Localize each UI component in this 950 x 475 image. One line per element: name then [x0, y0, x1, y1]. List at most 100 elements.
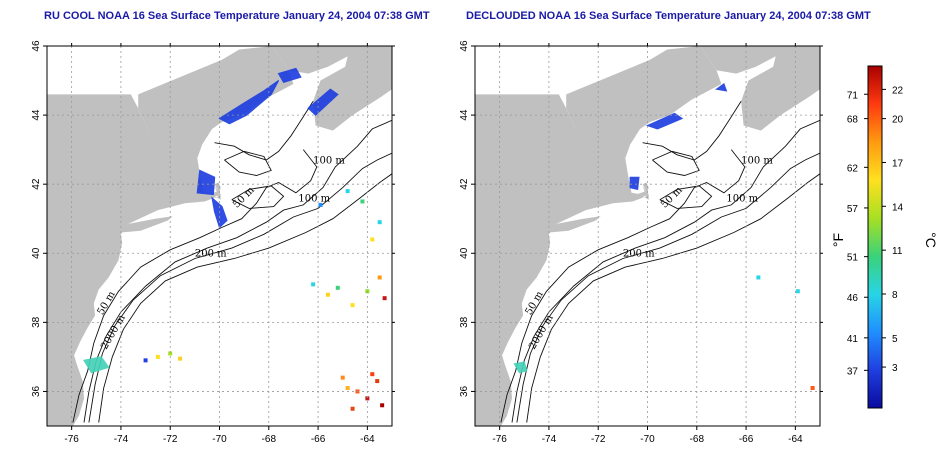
declouded-contour-gulf_maine	[642, 101, 742, 161]
raw-sst-pixel	[365, 396, 370, 401]
celsius-tick-label: 17	[892, 158, 904, 169]
right-map-title: DECLOUDED NOAA 16 Sea Surface Temperatur…	[466, 10, 871, 22]
raw-contour-c2000	[98, 173, 392, 423]
colorbar	[867, 65, 883, 409]
celsius-tick-label: 14	[892, 202, 904, 213]
celsius-tick-label: 11	[892, 246, 903, 257]
declouded-lon-tick-label: -74	[542, 434, 557, 445]
fahrenheit-tick-label: 41	[847, 334, 859, 345]
celsius-tick-label: 5	[892, 334, 898, 345]
raw-sst-pixel	[335, 285, 340, 290]
raw-land-novascotia	[313, 46, 392, 131]
fahrenheit-tick-label: 46	[847, 293, 859, 304]
declouded-sst-patch	[714, 83, 728, 92]
declouded-contour-basin	[652, 150, 700, 176]
declouded-land-novascotia	[741, 46, 820, 131]
declouded-contour-c200	[516, 152, 820, 423]
raw-contour-basin	[224, 150, 272, 176]
raw-sst-pixel	[375, 379, 380, 384]
raw-lon-tick-label: -74	[114, 434, 129, 445]
declouded-contour-label: 100 m	[726, 193, 758, 204]
fahrenheit-tick-label: 71	[847, 90, 859, 101]
raw-sst-patch	[218, 80, 280, 125]
raw-land-longisland	[120, 216, 173, 233]
raw-sst-pixel	[345, 386, 350, 390]
fahrenheit-tick-label: 57	[847, 204, 859, 215]
fahrenheit-tick-label: 68	[847, 115, 859, 126]
raw-contour-c200	[88, 152, 392, 423]
celsius-tick-label: 20	[892, 115, 904, 126]
raw-lat-tick-label: 36	[31, 385, 42, 397]
raw-sst-pixel	[370, 237, 375, 242]
raw-lon-tick-label: -64	[360, 434, 375, 445]
left-map-title: RU COOL NOAA 16 Sea Surface Temperature …	[44, 10, 430, 22]
fahrenheit-tick-label: 51	[847, 253, 859, 264]
raw-sst-pixel	[382, 296, 387, 301]
declouded-lon-tick-label: -66	[739, 434, 754, 445]
declouded-lon-tick-label: -70	[640, 434, 655, 445]
raw-lat-tick-label: 38	[31, 316, 42, 328]
raw-sst-pixel	[350, 303, 355, 308]
declouded-sst-pixel	[756, 275, 761, 280]
raw-contour-label: 200 m	[195, 249, 227, 260]
raw-sst-pixel	[178, 356, 183, 361]
declouded-contour-c2000	[526, 173, 820, 423]
raw-sst-pixel	[345, 189, 350, 194]
raw-contour-gulf_maine	[214, 101, 314, 161]
declouded-lon-tick-label: -76	[492, 434, 507, 445]
raw-sst-pixel	[380, 403, 385, 408]
fahrenheit-tick-label: 37	[847, 366, 859, 377]
declouded-lat-tick-label: 46	[459, 40, 470, 52]
raw-sst-pixel	[311, 282, 316, 287]
declouded-lat-tick-label: 40	[459, 247, 470, 259]
declouded-land-capecod	[636, 182, 649, 198]
declouded-land-mainland	[475, 94, 649, 426]
raw-sst-pixel	[340, 375, 345, 380]
raw-lon-tick-label: -72	[163, 434, 178, 445]
raw-sst-pixel	[168, 351, 173, 356]
declouded-sst-patch	[629, 176, 640, 191]
declouded-sst-pixel	[810, 386, 815, 390]
raw-sst-pixel	[318, 202, 323, 207]
raw-contour-c50	[72, 149, 318, 423]
raw-sst-pixel	[377, 220, 382, 225]
celsius-tick-label: 22	[892, 85, 904, 96]
raw-contour-label: 100 m	[313, 155, 345, 166]
declouded-contour-georges	[659, 185, 713, 209]
raw-contour-label: 100 m	[298, 193, 330, 204]
raw-contour-georges	[231, 185, 285, 209]
declouded-contour-label: 200 m	[623, 249, 655, 260]
declouded-lat-tick-label: 42	[459, 178, 470, 190]
raw-sst-pixel	[370, 372, 375, 377]
fahrenheit-tick-label: 62	[847, 163, 859, 174]
fahrenheit-unit-label: °F	[830, 233, 846, 247]
declouded-contour-label: 100 m	[741, 155, 773, 166]
raw-lat-tick-label: 44	[31, 109, 42, 121]
raw-sst-pixel	[155, 354, 160, 359]
raw-land-newbrunswick	[272, 46, 360, 74]
celsius-unit-label: °C	[923, 232, 939, 248]
raw-sst-pixel	[377, 275, 382, 280]
declouded-sst-pixel	[795, 289, 800, 294]
declouded-lon-tick-label: -64	[788, 434, 803, 445]
raw-lon-tick-label: -68	[262, 434, 277, 445]
raw-sst-pixel	[325, 292, 330, 297]
declouded-lon-tick-label: -72	[591, 434, 606, 445]
raw-lon-tick-label: -66	[311, 434, 326, 445]
celsius-tick-label: 3	[892, 363, 898, 374]
raw-sst-patch	[83, 356, 110, 374]
declouded-sst-patch	[513, 361, 528, 374]
raw-lon-tick-label: -76	[64, 434, 79, 445]
raw-lat-tick-label: 42	[31, 178, 42, 190]
raw-lat-tick-label: 40	[31, 247, 42, 259]
declouded-contour-c50	[500, 149, 746, 423]
raw-sst-patch	[307, 88, 339, 116]
declouded-contour-c100	[511, 119, 820, 423]
declouded-lat-tick-label: 36	[459, 385, 470, 397]
declouded-land-north	[566, 46, 722, 159]
declouded-lat-tick-label: 38	[459, 316, 470, 328]
declouded-lat-tick-label: 44	[459, 109, 470, 121]
